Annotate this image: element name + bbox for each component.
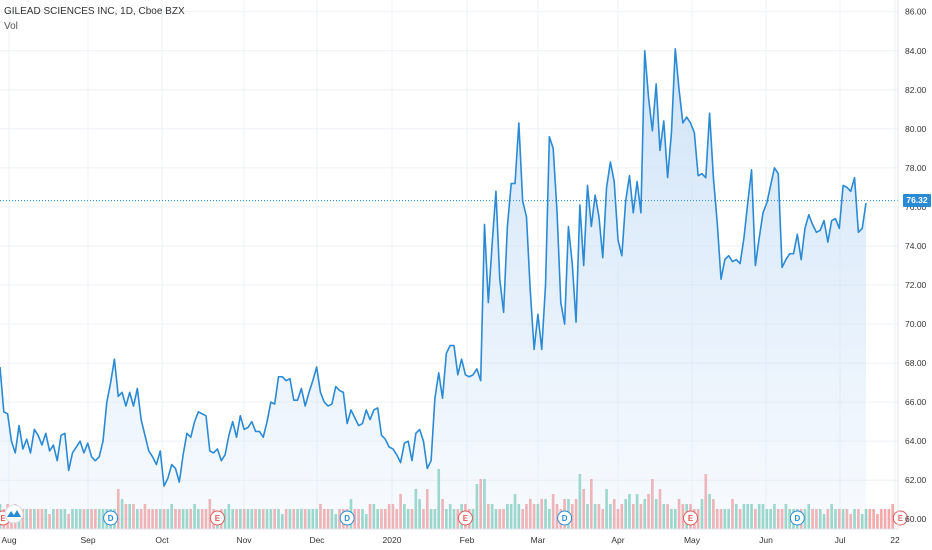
price-series-line <box>0 48 867 487</box>
event-marker-circle <box>557 510 573 526</box>
event-marker-circle <box>103 510 119 526</box>
volume-bar <box>879 509 883 529</box>
earnings-marker: E <box>683 510 699 526</box>
y-tick-label: 72.00 <box>905 280 927 290</box>
y-tick-label: 66.00 <box>905 397 927 407</box>
x-tick-label: Mar <box>531 535 546 545</box>
x-tick-label: Jun <box>759 535 773 545</box>
event-marker-label: D <box>344 514 350 523</box>
volume-bar <box>883 509 887 529</box>
y-tick-label: 70.00 <box>905 319 927 329</box>
event-marker-circle <box>339 510 355 526</box>
event-marker-circle <box>209 510 225 526</box>
event-marker-label: E <box>0 514 6 523</box>
y-tick-label: 74.00 <box>905 241 927 251</box>
x-tick-label: 2020 <box>383 535 402 545</box>
volume-bar <box>868 509 872 529</box>
event-marker-circle <box>892 510 908 526</box>
event-marker-label: E <box>215 514 221 523</box>
tradingview-logo-icon[interactable] <box>4 504 24 524</box>
logo-mark <box>7 510 21 517</box>
y-tick-label: 82.00 <box>905 85 927 95</box>
x-tick-label: Sep <box>80 535 95 545</box>
dividend-marker: D <box>789 510 805 526</box>
x-tick-label: May <box>684 535 701 545</box>
event-marker-label: E <box>688 514 694 523</box>
x-tick-label: Dec <box>309 535 325 545</box>
time-axis[interactable]: Aug Sep Oct Nov Dec 2020 Feb Mar Apr May Jun Jul 22 <box>0 528 900 545</box>
price-line <box>0 48 867 487</box>
volume-bar <box>891 504 895 529</box>
y-tick-label: 78.00 <box>905 163 927 173</box>
y-tick-label: 84.00 <box>905 46 927 56</box>
y-tick-label: 86.00 <box>905 7 927 17</box>
x-tick-label: Apr <box>611 535 624 545</box>
earnings-marker: E <box>457 510 473 526</box>
symbol-title[interactable]: GILEAD SCIENCES INC, 1D, Cboe BZX <box>4 6 185 17</box>
event-marker-circle <box>789 510 805 526</box>
x-tick-label: Nov <box>236 535 252 545</box>
x-tick-label: 22 <box>890 535 900 545</box>
dividend-marker: D <box>557 510 573 526</box>
volume-bar <box>876 514 879 529</box>
volume-bar <box>872 509 875 529</box>
earnings-marker: E <box>892 510 908 526</box>
dividend-marker: D <box>339 510 355 526</box>
y-tick-label: 62.00 <box>905 475 927 485</box>
y-tick-label: 64.00 <box>905 436 927 446</box>
event-marker-circle <box>683 510 699 526</box>
x-tick-label: Feb <box>460 535 475 545</box>
volume-bar <box>887 509 891 529</box>
chart-legend: GILEAD SCIENCES INC, 1D, Cboe BZX Vol <box>4 4 185 34</box>
last-price-tag: 76.32 <box>903 194 931 208</box>
y-tick-label: 80.00 <box>905 124 927 134</box>
event-marker-label: D <box>794 514 800 523</box>
price-area-fill <box>0 48 866 530</box>
price-axis[interactable]: 60.00 62.00 64.00 66.00 68.00 70.00 72.00 74.00… <box>897 0 927 529</box>
logo-badge <box>4 504 24 524</box>
y-tick-label: 68.00 <box>905 358 927 368</box>
earnings-marker: E <box>209 510 225 526</box>
x-tick-label: Aug <box>1 535 16 545</box>
event-marker-label: D <box>108 514 114 523</box>
event-marker-label: E <box>463 514 469 523</box>
event-marker-label: D <box>562 514 568 523</box>
volume-indicator-label[interactable]: Vol <box>4 21 18 32</box>
x-tick-label: Oct <box>155 535 169 545</box>
y-tick-label: 60.00 <box>905 514 927 524</box>
price-area <box>0 48 866 530</box>
event-marker-circle <box>457 510 473 526</box>
x-tick-label: Jul <box>835 535 846 545</box>
dividend-marker: D <box>103 510 119 526</box>
event-marker-label: E <box>898 514 904 523</box>
